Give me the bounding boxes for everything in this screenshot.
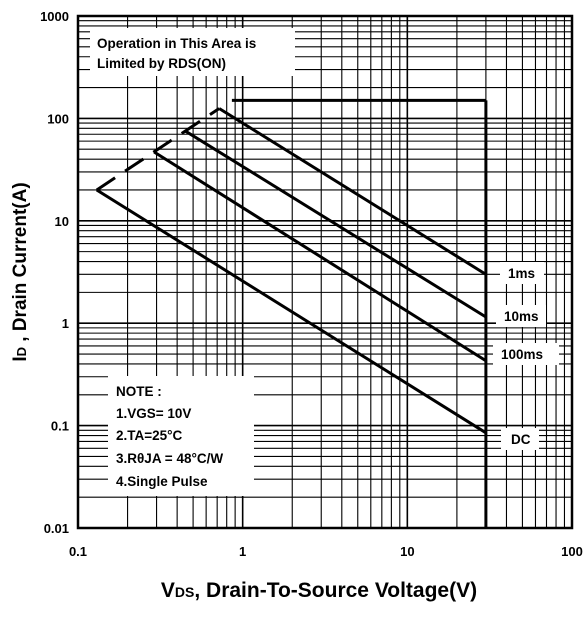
plot-frame xyxy=(76,14,574,530)
note-box: NOTE : 1.VGS= 10V 2.TA=25°C 3.RθJA = 48°… xyxy=(108,376,254,496)
y-tick-label: 10 xyxy=(55,214,69,229)
y-axis-title-rest: , Drain Current(A) xyxy=(10,182,31,347)
series-label-10ms: 10ms xyxy=(504,309,539,324)
x-tick-label: 10 xyxy=(400,544,414,559)
region-annotation-line1: Operation in This Area is xyxy=(97,36,256,51)
y-tick-label: 100 xyxy=(47,111,69,126)
y-tick-label: 0.01 xyxy=(44,521,69,536)
y-tick-label: 0.1 xyxy=(51,419,69,434)
note-item-4: 4.Single Pulse xyxy=(116,474,208,489)
note-item-2: 2.TA=25°C xyxy=(116,428,183,443)
curves xyxy=(95,98,488,528)
x-tick-label: 100 xyxy=(561,544,583,559)
series-line-10ms xyxy=(184,129,487,319)
y-tick-label: 1000 xyxy=(40,9,69,24)
series-label-1ms-bg xyxy=(500,262,544,284)
series-line-1ms xyxy=(218,107,487,276)
x-axis-title: VDS, Drain-To-Source Voltage(V) xyxy=(161,579,477,602)
note-item-1: 1.VGS= 10V xyxy=(116,406,191,421)
region-annotation: Operation in This Area is Limited by RDS… xyxy=(90,28,295,76)
note-box-bg xyxy=(108,376,254,496)
note-item-3: 3.RθJA = 48°C/W xyxy=(116,451,223,466)
series-line-100ms xyxy=(153,150,487,363)
series-label-1ms: 1ms xyxy=(508,266,535,281)
y-axis-title: ID , Drain Current(A) xyxy=(10,182,31,361)
series-labels: 1ms 10ms 100ms DC xyxy=(493,262,559,450)
series-label-10ms-bg xyxy=(496,305,546,327)
series-label-dc: DC xyxy=(511,432,531,447)
series-label-100ms-bg xyxy=(493,343,559,365)
x-tick-label: 0.1 xyxy=(69,544,87,559)
y-tick-label: 1 xyxy=(62,316,69,331)
x-axis-title-rest: , Drain-To-Source Voltage(V) xyxy=(194,579,477,602)
y-axis-title-sub: D xyxy=(14,347,29,356)
series-line-dc xyxy=(95,188,487,435)
rds-on-limit-line xyxy=(95,107,221,192)
series-label-100ms: 100ms xyxy=(501,347,543,362)
series-label-dc-bg xyxy=(501,428,539,450)
x-axis-title-sub: DS xyxy=(175,584,194,600)
y-axis-title-prefix: I xyxy=(10,356,31,361)
note-title: NOTE : xyxy=(116,384,162,399)
region-annotation-line2: Limited by RDS(ON) xyxy=(97,56,226,71)
x-axis-title-prefix: V xyxy=(161,579,175,602)
region-annotation-box xyxy=(90,28,295,76)
x-tick-label: 1 xyxy=(239,544,246,559)
